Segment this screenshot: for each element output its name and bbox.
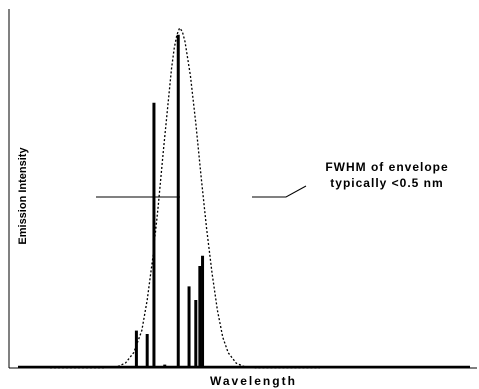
fwhm-annotation-line-2: typically <0.5 nm bbox=[330, 176, 444, 190]
envelope-curve bbox=[50, 26, 320, 369]
fwhm-annotation-line-1: FWHM of envelope bbox=[325, 160, 449, 174]
x-axis-label: Wavelength bbox=[210, 374, 297, 388]
fwhm-line-right bbox=[252, 185, 307, 198]
plot-area bbox=[18, 26, 470, 369]
y-axis-label: Emission Intensity bbox=[17, 147, 29, 245]
